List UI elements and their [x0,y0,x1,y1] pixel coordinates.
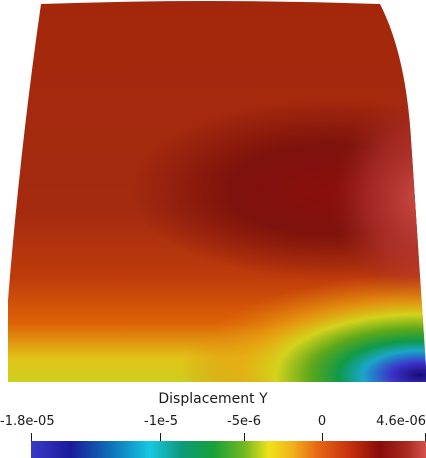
tick-label-neg1e-5: -1e-5 [144,414,178,429]
mesh-surface[interactable] [0,0,426,385]
color-legend-bar [31,441,426,458]
tick-label-neg5e-6: -5e-6 [227,414,261,429]
scalar-bar [31,433,426,458]
tick-marks [31,433,426,441]
tick-label-zero: 0 [317,414,327,429]
tick-label-max: 4.6e-06 [376,414,426,429]
legend-title: Displacement Y [158,391,268,407]
tick-label-min: -1.8e-05 [0,414,55,429]
